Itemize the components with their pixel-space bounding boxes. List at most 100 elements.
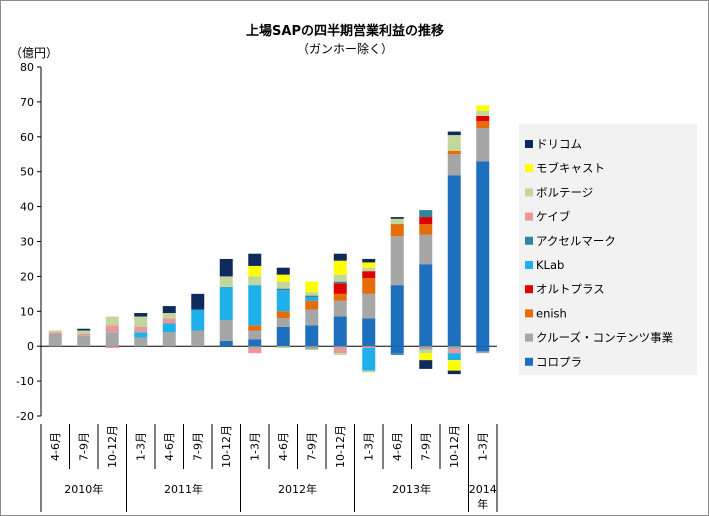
bar-segment xyxy=(219,286,233,321)
x-tick-label: 10-12月 xyxy=(334,425,347,468)
x-tick-label: 1-3月 xyxy=(134,432,147,461)
bar-segment xyxy=(333,260,347,275)
bar-segment xyxy=(105,332,119,347)
bar-segment xyxy=(276,311,290,319)
bar-segment xyxy=(276,346,290,348)
bar-segment xyxy=(362,278,376,294)
bar-segment xyxy=(390,217,404,219)
bar-segment xyxy=(48,333,62,347)
bar-segment xyxy=(476,110,490,116)
legend-background xyxy=(519,124,697,375)
bar-segment xyxy=(362,258,376,263)
legend-swatch xyxy=(525,236,533,245)
bar-segment xyxy=(447,135,461,151)
plot-area: -20 -10 0 10 20 30 40 50 60 70 80 4-6月 7-9月 10-12月 1-3… xyxy=(16,61,498,512)
bar-segment xyxy=(305,309,319,326)
bar-segment xyxy=(276,288,290,291)
bar-segment xyxy=(191,293,205,310)
year-label: 2013年 xyxy=(392,482,431,496)
bar-segment xyxy=(162,332,176,347)
bar-segment xyxy=(419,264,433,347)
bar-segment xyxy=(333,281,347,284)
bar-segment xyxy=(219,320,233,341)
legend-swatch xyxy=(525,333,533,342)
y-tick-label: 80 xyxy=(20,61,34,74)
bar-segment xyxy=(105,346,119,348)
y-tick-label: 20 xyxy=(20,270,34,283)
x-tick-label: 10-12月 xyxy=(220,425,233,468)
y-tick-label: 70 xyxy=(20,96,34,109)
bar-segment xyxy=(333,316,347,347)
bar-segment xyxy=(276,281,290,289)
bar-segment xyxy=(134,316,148,328)
bar-segment xyxy=(333,300,347,317)
bar-segment xyxy=(333,274,347,282)
bar-segment xyxy=(134,313,148,317)
bar-segment xyxy=(248,265,262,277)
bar-segment xyxy=(390,218,404,225)
legend-label: アクセルマーク xyxy=(536,234,616,248)
x-tick-label: 7-9月 xyxy=(191,432,204,461)
y-axis-unit-label: （億円） xyxy=(10,46,59,60)
bar-segment xyxy=(105,325,119,333)
bar-segment xyxy=(276,274,290,282)
year-label: 年 xyxy=(477,497,488,511)
bar-segment xyxy=(248,339,262,347)
bar-segment xyxy=(333,346,347,348)
bar-segment xyxy=(305,297,319,301)
legend-label: KLab xyxy=(536,258,564,272)
bar-segment xyxy=(276,290,290,312)
bar-segment xyxy=(276,327,290,347)
bar-segment xyxy=(362,262,376,268)
bar-segment xyxy=(48,332,62,334)
bar-segment xyxy=(219,258,233,277)
bar-segment xyxy=(305,300,319,310)
x-tick-label: 4-6月 xyxy=(163,432,176,461)
bar-segment xyxy=(419,210,433,218)
legend-swatch xyxy=(525,261,533,269)
y-tick-label: 50 xyxy=(20,166,34,179)
bar-segment xyxy=(447,370,461,375)
year-label: 2010年 xyxy=(64,482,103,496)
bar-segment xyxy=(419,349,433,354)
bar-segment xyxy=(276,318,290,328)
bar-segment xyxy=(333,353,347,355)
y-tick-label: 60 xyxy=(20,131,34,144)
x-tick-label: 1-3月 xyxy=(362,432,375,461)
bar-segment xyxy=(419,360,433,369)
x-tick-label: 10-12月 xyxy=(448,425,461,468)
bar-segment xyxy=(305,295,319,298)
bar-segment xyxy=(333,347,347,354)
legend-swatch xyxy=(525,285,533,294)
bar-segment xyxy=(77,335,91,347)
bar-segment xyxy=(219,276,233,287)
bar-segment xyxy=(248,346,262,348)
year-label: 2011年 xyxy=(164,482,203,496)
bar-segment xyxy=(305,325,319,347)
bar-segment xyxy=(476,351,490,354)
bar-segment xyxy=(362,271,376,279)
bar-segment xyxy=(447,131,461,136)
bar-segment xyxy=(390,236,404,286)
x-tick-label: 10-12月 xyxy=(106,425,119,468)
bar-segment xyxy=(419,346,433,350)
legend-label: enish xyxy=(536,306,567,320)
bar-segment xyxy=(248,285,262,326)
legend-swatch xyxy=(525,188,533,197)
bar-segment xyxy=(362,346,376,348)
y-tick-label: 10 xyxy=(20,305,34,318)
bar-segment xyxy=(390,353,404,355)
year-label: 2014 xyxy=(469,483,497,496)
legend-swatch xyxy=(525,212,533,221)
bar-segment xyxy=(333,283,347,294)
x-tick-label: 1-3月 xyxy=(476,432,489,461)
bar-segment xyxy=(447,353,461,361)
bar-segment xyxy=(248,253,262,266)
x-tick-label: 7-9月 xyxy=(419,432,432,461)
bar-segment xyxy=(77,328,91,331)
bar-segment xyxy=(134,327,148,333)
bar-segment xyxy=(333,253,347,261)
bar-segment xyxy=(362,267,376,272)
